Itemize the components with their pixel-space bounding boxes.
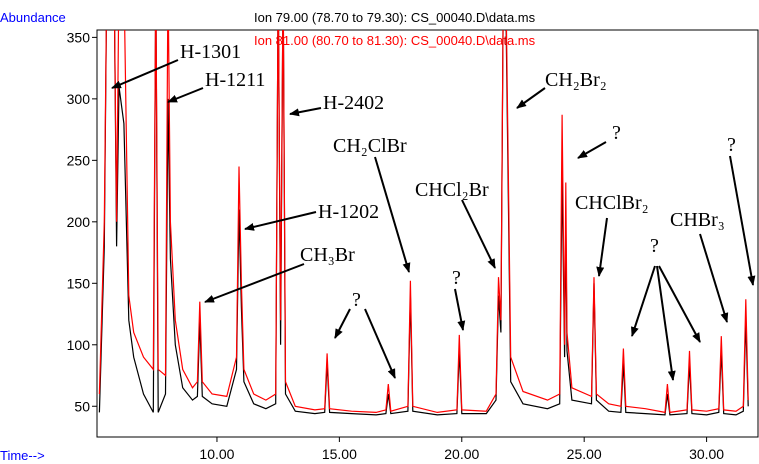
annotation: CHCl₂Br (415, 179, 489, 201)
annotation-arrow (289, 107, 322, 117)
annotation-arrow (454, 288, 466, 331)
annotation: CH₃Br (300, 244, 355, 266)
y-tick-label: 150 (67, 275, 91, 291)
annotation-arrow (111, 59, 179, 89)
annotation-arrow (516, 87, 546, 109)
annotation-arrow (167, 87, 204, 103)
y-tick-label: 100 (67, 337, 91, 353)
annotation: ? (650, 235, 659, 257)
y-tick-label: 250 (67, 152, 91, 168)
annotation-arrow (364, 308, 396, 379)
y-tick-label: 350 (67, 29, 91, 45)
series-line (98, 30, 749, 414)
x-tick-label: 15.00 (322, 446, 357, 462)
x-tick-label: 20.00 (444, 446, 479, 462)
annotation: H-1301 (180, 41, 241, 63)
annotation: CHClBr₂ (575, 192, 649, 214)
annotation-arrow (658, 265, 701, 343)
annotation-arrow (334, 308, 351, 339)
annotation-arrow (699, 233, 729, 323)
legend-entry: Ion 79.00 (78.70 to 79.30): CS_00040.D\d… (254, 10, 536, 25)
annotation-arrow (577, 141, 607, 159)
annotation: CH₂ClBr (333, 135, 407, 157)
plot-frame (96, 29, 759, 438)
annotation: CHBr₃ (670, 209, 725, 231)
annotation: H-1211 (205, 69, 265, 91)
x-tick-label: 30.00 (689, 446, 724, 462)
annotation-arrow (596, 217, 608, 277)
annotation-arrow (656, 265, 676, 381)
annotation-arrow (729, 155, 756, 286)
annotation-arrow (631, 265, 656, 337)
annotation: H-2402 (323, 92, 384, 114)
annotation-arrow (374, 156, 411, 273)
x-axis-label: Time--> (0, 448, 45, 463)
legend-entry: Ion 81.00 (80.70 to 81.30): CS_00040.D\d… (254, 33, 536, 48)
y-tick-label: 300 (67, 91, 91, 107)
annotation: ? (612, 122, 621, 144)
annotation: ? (352, 289, 361, 311)
y-tick-label: 50 (74, 398, 90, 414)
x-tick-label: 10.00 (199, 446, 234, 462)
annotation: H-1202 (318, 201, 379, 223)
annotation-arrow (244, 211, 317, 231)
annotation: ? (452, 267, 461, 289)
lines (98, 30, 749, 416)
y-tick-label: 200 (67, 214, 91, 230)
annotation-arrow (204, 263, 305, 303)
y-axis-label: Abundance (0, 10, 66, 25)
annotation-arrow (461, 199, 496, 269)
annotation: ? (727, 134, 736, 156)
annotation: CH₂Br₂ (545, 69, 607, 91)
x-tick-label: 25.00 (567, 446, 602, 462)
